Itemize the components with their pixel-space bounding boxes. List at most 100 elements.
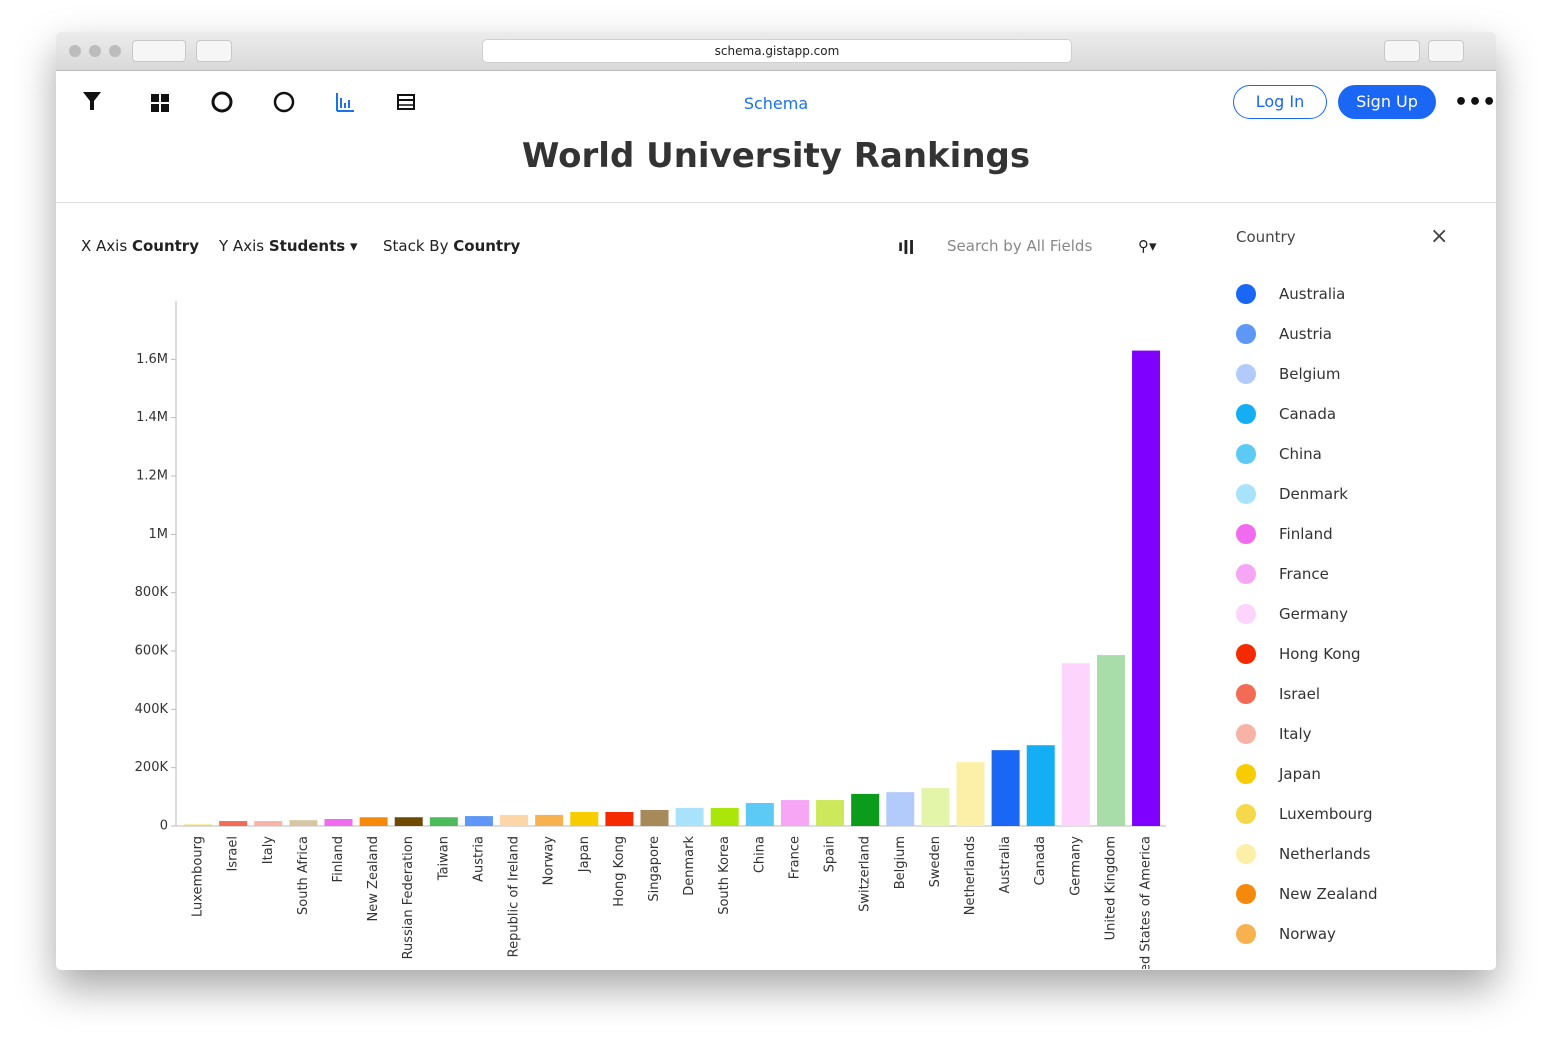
bar: [535, 814, 564, 826]
legend-swatch: [1236, 604, 1256, 624]
x-tick-label: Canada: [1033, 836, 1048, 885]
share-btn[interactable]: [1384, 40, 1420, 62]
legend-label: Germany: [1279, 605, 1348, 623]
chart-type-icon[interactable]: ​ıǀǀ: [898, 237, 915, 255]
legend-swatch: [1236, 884, 1256, 904]
y-tick-label: 1.4M: [136, 410, 168, 425]
bar: [464, 816, 493, 826]
x-tick-label: Spain: [823, 836, 838, 872]
url-bar[interactable]: schema.gistapp.com: [482, 39, 1072, 63]
bar: [1061, 663, 1090, 826]
bar: [500, 814, 529, 826]
bar: [605, 812, 634, 826]
bar: [394, 817, 423, 826]
legend-label: Israel: [1279, 685, 1320, 703]
nav-icons: [83, 91, 415, 113]
browser-window: schema.gistapp.com Schema Log In Sign Up…: [56, 32, 1496, 970]
legend-label: France: [1279, 565, 1329, 583]
bar: [324, 819, 353, 826]
globe-icon[interactable]: [211, 91, 233, 113]
x-tick-label: United Kingdom: [1103, 836, 1118, 940]
login-button[interactable]: Log In: [1233, 85, 1327, 119]
y-tick-label: 0: [160, 819, 168, 834]
x-axis-control[interactable]: X Axis Country: [81, 237, 199, 255]
stack-control[interactable]: Stack By Country: [383, 237, 520, 255]
legend-swatch: [1236, 684, 1256, 704]
legend-label: China: [1279, 445, 1322, 463]
bar: [1026, 745, 1055, 826]
pie-icon[interactable]: [273, 91, 295, 113]
y-tick-label: 1.2M: [136, 469, 168, 484]
y-tick-label: 400K: [135, 702, 169, 717]
legend-swatch: [1236, 644, 1256, 664]
legend-swatch: [1236, 924, 1256, 944]
legend-swatch: [1236, 844, 1256, 864]
signup-button[interactable]: Sign Up: [1338, 85, 1436, 119]
legend-swatch: [1236, 524, 1256, 544]
y-tick-label: 200K: [135, 760, 169, 775]
legend-swatch: [1236, 404, 1256, 424]
grid-icon[interactable]: [151, 94, 169, 112]
legend-label: Belgium: [1279, 365, 1341, 383]
y-tick-label: 1M: [149, 527, 169, 542]
x-tick-label: Netherlands: [963, 836, 978, 915]
legend-label: New Zealand: [1279, 885, 1378, 903]
bar: [1132, 350, 1161, 826]
x-tick-label: Sweden: [928, 836, 943, 887]
bar: [429, 817, 458, 826]
bar: [219, 821, 248, 826]
bar-icon[interactable]: [336, 93, 354, 112]
max-dot[interactable]: [109, 45, 121, 57]
tabs-btn[interactable]: [1428, 40, 1464, 62]
search-icon[interactable]: ⚲▾: [1138, 237, 1157, 255]
value: Students: [268, 237, 346, 255]
legend-label: Australia: [1279, 285, 1346, 303]
legend-swatch: [1236, 804, 1256, 824]
legend-label: Japan: [1279, 765, 1321, 783]
bar: [851, 793, 880, 826]
bar: [289, 820, 318, 826]
y-axis-control[interactable]: Y Axis Students ▾: [219, 237, 358, 255]
legend-label: Italy: [1279, 725, 1312, 743]
table-icon[interactable]: [397, 94, 415, 110]
x-tick-label: Austria: [471, 836, 486, 882]
x-tick-label: South Korea: [717, 836, 732, 915]
label: Stack By: [383, 237, 449, 255]
sidebar-btn[interactable]: [196, 40, 232, 62]
legend-label: Finland: [1279, 525, 1333, 543]
x-tick-label: Republic of Ireland: [507, 836, 522, 957]
bar: [640, 809, 669, 826]
legend-title: Country: [1236, 228, 1296, 246]
legend-swatch: [1236, 764, 1256, 784]
bar: [991, 750, 1020, 826]
value: Country: [131, 237, 199, 255]
brand[interactable]: Schema: [56, 94, 1496, 113]
x-tick-label: Australia: [998, 836, 1013, 894]
search-field[interactable]: Search by All Fields: [947, 237, 1093, 255]
legend-label: Netherlands: [1279, 845, 1371, 863]
min-dot[interactable]: [89, 45, 101, 57]
bar: [359, 817, 388, 826]
x-tick-label: Switzerland: [858, 836, 873, 912]
x-tick-label: Hong Kong: [612, 836, 627, 907]
x-tick-label: Germany: [1068, 836, 1083, 896]
brand-text[interactable]: Schema: [743, 94, 809, 113]
bar: [710, 807, 739, 826]
filter-icon[interactable]: [83, 92, 101, 110]
legend-swatch: [1236, 484, 1256, 504]
chart: 0 200K 400K 600K 800K 1M 1.2M 1.4M 1.6M Luxembour…: [135, 301, 1166, 969]
close-dot[interactable]: [69, 45, 81, 57]
back-forward[interactable]: [132, 40, 186, 62]
bar: [184, 824, 213, 826]
more-menu[interactable]: •••: [1454, 90, 1496, 115]
x-tick-label: Italy: [261, 836, 276, 865]
legend-swatch: [1236, 724, 1256, 744]
bar: [921, 788, 950, 826]
x-tick-label: Denmark: [682, 836, 697, 896]
x-tick-label: Norway: [542, 836, 557, 886]
close-legend[interactable]: ×: [1430, 224, 1449, 249]
x-tick-label: Japan: [577, 836, 592, 873]
url-text: schema.gistapp.com: [714, 44, 840, 58]
legend-label: Canada: [1279, 405, 1337, 423]
